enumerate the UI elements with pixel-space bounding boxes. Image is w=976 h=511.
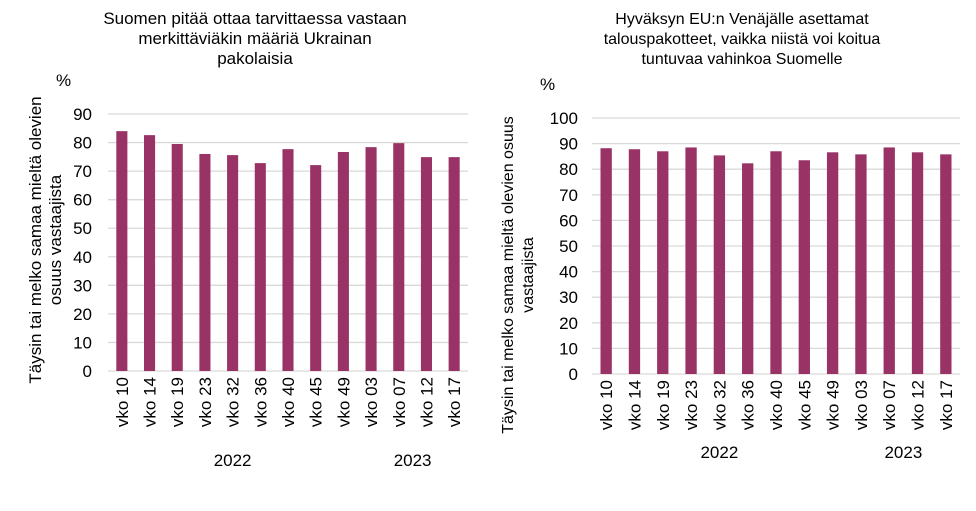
y-tick-label: 100 bbox=[550, 109, 578, 128]
bar-vko-10 bbox=[600, 148, 612, 374]
bar-vko-23 bbox=[685, 147, 697, 374]
x-tick-label: vko 49 bbox=[824, 380, 843, 430]
bar-vko-19 bbox=[171, 143, 183, 371]
x-tick-label: vko 14 bbox=[141, 377, 160, 427]
bar-vko-14 bbox=[628, 149, 641, 374]
bar-vko-32 bbox=[713, 155, 726, 374]
x-tick-label: vko 10 bbox=[597, 380, 616, 430]
bar-vko-10 bbox=[116, 131, 128, 371]
y-tick-label: 10 bbox=[559, 339, 578, 358]
x-tick-label: vko 40 bbox=[279, 377, 298, 427]
unit-label: % bbox=[56, 71, 71, 90]
bar-vko-32 bbox=[227, 155, 239, 371]
x-tick-label: vko 49 bbox=[334, 377, 353, 427]
x-tick-label: vko 12 bbox=[909, 380, 928, 430]
x-tick-label: vko 07 bbox=[880, 380, 899, 430]
bar-vko-45 bbox=[310, 165, 322, 371]
year-group-label: 2023 bbox=[884, 443, 922, 462]
year-group-label: 2022 bbox=[214, 451, 252, 470]
y-tick-label: 90 bbox=[73, 105, 92, 124]
year-group-label: 2023 bbox=[394, 451, 432, 470]
y-tick-label: 20 bbox=[73, 305, 92, 324]
bar-vko-03 bbox=[855, 154, 867, 374]
y-tick-label: 30 bbox=[73, 276, 92, 295]
y-tick-label: 80 bbox=[73, 134, 92, 153]
y-tick-label: 90 bbox=[559, 135, 578, 154]
y-tick-label: 30 bbox=[559, 288, 578, 307]
year-group-label: 2022 bbox=[700, 443, 738, 462]
y-tick-label: 20 bbox=[559, 314, 578, 333]
y-axis-label: Täysin tai melko samaa mieltä olevien os… bbox=[500, 116, 537, 433]
bar-vko-23 bbox=[199, 153, 211, 371]
y-axis-label: Täysin tai melko samaa mieltä olevien osu… bbox=[26, 96, 65, 383]
x-tick-label: vko 17 bbox=[937, 380, 956, 430]
chart-title-line: merkittäviäkin määriä Ukrainan bbox=[138, 29, 371, 48]
x-tick-label: vko 19 bbox=[168, 377, 187, 427]
bar-vko-14 bbox=[144, 135, 156, 371]
bar-vko-36 bbox=[742, 163, 754, 374]
chart-1: Suomen pitää ottaa tarvittaessa vastaanm… bbox=[26, 9, 468, 470]
chart-title-line: Hyväksyn EU:n Venäjälle asettamat bbox=[615, 11, 869, 28]
x-tick-label: vko 36 bbox=[251, 377, 270, 427]
y-tick-label: 70 bbox=[73, 162, 92, 181]
x-tick-label: vko 45 bbox=[307, 377, 326, 427]
bar-vko-49 bbox=[337, 151, 349, 371]
y-tick-label: 80 bbox=[559, 160, 578, 179]
y-axis-label-line: Täysin tai melko samaa mieltä olevien os… bbox=[500, 116, 517, 433]
bar-vko-03 bbox=[365, 147, 377, 371]
bar-vko-07 bbox=[393, 143, 405, 371]
bar-vko-19 bbox=[657, 151, 669, 374]
y-tick-label: 60 bbox=[559, 211, 578, 230]
x-tick-label: vko 17 bbox=[445, 377, 464, 427]
x-tick-label: vko 07 bbox=[390, 377, 409, 427]
bar-vko-12 bbox=[911, 152, 924, 374]
x-tick-label: vko 36 bbox=[739, 380, 758, 430]
y-axis-label-line: osuus vastaajista bbox=[46, 174, 65, 305]
x-tick-label: vko 45 bbox=[795, 380, 814, 430]
y-tick-label: 60 bbox=[73, 191, 92, 210]
y-axis-label-line: vastaajista bbox=[520, 237, 537, 313]
x-tick-label: vko 10 bbox=[113, 377, 132, 427]
bar-vko-40 bbox=[770, 151, 782, 374]
y-tick-label: 70 bbox=[559, 186, 578, 205]
chart-title-line: pakolaisia bbox=[217, 49, 293, 68]
chart-2: Hyväksyn EU:n Venäjälle asettamat talousp… bbox=[500, 11, 960, 462]
y-tick-label: 50 bbox=[559, 237, 578, 256]
x-tick-label: vko 03 bbox=[852, 380, 871, 430]
y-tick-label: 0 bbox=[569, 365, 578, 384]
chart-title-line: tuntuvaa vahinkoa Suomelle bbox=[641, 51, 842, 68]
x-tick-label: vko 40 bbox=[767, 380, 786, 430]
x-tick-label: vko 23 bbox=[682, 380, 701, 430]
x-tick-label: vko 14 bbox=[625, 380, 644, 430]
y-tick-label: 0 bbox=[83, 362, 92, 381]
chart-title-line: Suomen pitää ottaa tarvittaessa vastaan bbox=[103, 9, 406, 28]
bar-vko-17 bbox=[448, 157, 460, 371]
bar-vko-40 bbox=[282, 149, 294, 371]
bar-vko-17 bbox=[940, 154, 952, 374]
unit-label: % bbox=[540, 75, 555, 94]
x-tick-label: vko 32 bbox=[224, 377, 243, 427]
x-tick-label: vko 32 bbox=[710, 380, 729, 430]
x-tick-label: vko 03 bbox=[362, 377, 381, 427]
x-tick-label: vko 12 bbox=[417, 377, 436, 427]
y-tick-label: 40 bbox=[73, 248, 92, 267]
y-tick-label: 50 bbox=[73, 219, 92, 238]
y-tick-label: 40 bbox=[559, 263, 578, 282]
bar-vko-12 bbox=[420, 157, 432, 371]
bar-vko-07 bbox=[883, 147, 895, 374]
bar-vko-45 bbox=[798, 160, 810, 374]
bar-vko-36 bbox=[254, 163, 266, 371]
y-axis-label-line: Täysin tai melko samaa mieltä olevien bbox=[26, 96, 45, 383]
x-tick-label: vko 19 bbox=[654, 380, 673, 430]
x-tick-label: vko 23 bbox=[196, 377, 215, 427]
bar-vko-49 bbox=[826, 152, 839, 374]
chart-title-line: talouspakotteet, vaikka niistä voi koitu… bbox=[604, 31, 881, 48]
y-tick-label: 10 bbox=[73, 333, 92, 352]
